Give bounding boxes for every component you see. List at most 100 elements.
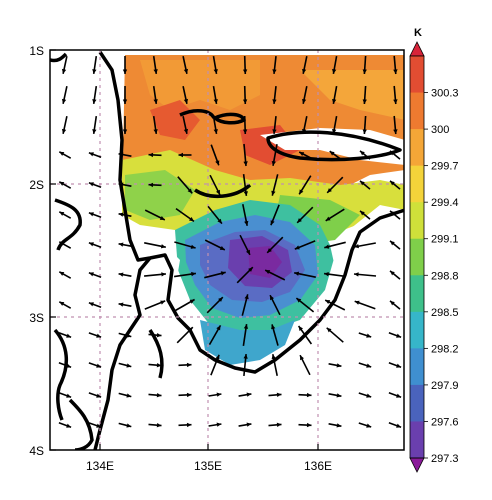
wind-arrow-head xyxy=(360,210,365,216)
wind-arrow-head xyxy=(216,189,220,195)
wind-arrow-head xyxy=(244,220,249,226)
colorbar-segment xyxy=(410,92,424,130)
wind-arrow-head xyxy=(362,129,367,134)
wind-arrow-head xyxy=(294,245,300,250)
wind-arrow-head xyxy=(59,211,65,216)
colorbar-tick-label: 299.1 xyxy=(431,234,459,246)
wind-arrow-head xyxy=(122,99,128,104)
wind-arrow-head xyxy=(215,160,220,166)
wind-arrow-head xyxy=(332,129,337,134)
wind-arrow-head xyxy=(216,325,221,331)
wind-arrow-head xyxy=(213,69,218,74)
colorbar-ticks: 300.3 300 299.7 299.4 299.1 298.8 298.5 298.2 29… xyxy=(424,88,459,465)
wind-arrow-head xyxy=(126,393,132,398)
wind-arrow-head xyxy=(66,393,72,398)
wind-arrow-head xyxy=(96,363,102,368)
wind-arrow-head xyxy=(148,152,154,158)
wind-arrow-head xyxy=(156,363,162,368)
wind-arrow-head xyxy=(186,422,192,428)
colorbar-unit: K xyxy=(414,27,422,39)
wind-arrow-head xyxy=(216,392,222,397)
wind-arrow-head xyxy=(366,393,372,398)
lat-label-2s: 2S xyxy=(29,178,44,192)
wind-arrow-head xyxy=(272,99,277,104)
wind-arrow-head xyxy=(215,354,220,360)
wind-arrow-head xyxy=(118,242,124,247)
wind-arrow-head xyxy=(325,216,331,221)
wind-arrow-head xyxy=(122,69,128,74)
colorbar-segment xyxy=(410,275,424,313)
wind-arrow-head xyxy=(220,271,226,276)
wind-arrow-head xyxy=(354,300,360,305)
lat-label-1s: 1S xyxy=(29,44,44,58)
wind-arrow-head xyxy=(126,333,132,338)
plot-frame xyxy=(49,49,405,451)
colorbar-segment xyxy=(410,311,424,349)
wind-arrow-head xyxy=(396,363,402,368)
wind-arrow-head xyxy=(191,271,196,277)
wind-arrow-head xyxy=(270,295,274,301)
wind-arrow-head xyxy=(272,129,277,134)
wind-arrow-head xyxy=(390,240,395,246)
colorbar-tick-label: 298.2 xyxy=(431,343,459,355)
wind-arrow-head xyxy=(390,210,395,216)
wind-arrow-head xyxy=(272,69,277,74)
wind-arrow-head xyxy=(96,333,102,338)
wind-arrow-head xyxy=(187,188,193,194)
wind-arrow-head xyxy=(298,326,303,331)
wind-arrow-head xyxy=(148,182,154,188)
wind-arrow-head xyxy=(306,392,312,398)
wind-arrow-head xyxy=(324,244,330,249)
lat-label-3s: 3S xyxy=(29,311,44,325)
wind-arrow-head xyxy=(366,333,372,338)
wind-arrow-head xyxy=(219,246,225,250)
wind-arrow-head xyxy=(360,150,365,156)
wind-arrow-head xyxy=(159,216,165,220)
wind-arrow-head xyxy=(189,217,194,222)
colorbar-tick-label: 297.6 xyxy=(431,416,459,428)
colorbar-bottom-tip xyxy=(409,457,425,473)
wind-arrow-head xyxy=(160,300,166,305)
wind-arrow-head xyxy=(92,129,97,134)
wind-arrow-head xyxy=(59,301,65,306)
wind-arrow-head xyxy=(243,354,248,359)
wind-arrow-head xyxy=(362,69,367,74)
colorbar-tick-label: 299.4 xyxy=(431,197,459,209)
wind-arrow-head xyxy=(354,244,359,249)
wind-arrow-head xyxy=(265,270,271,274)
wind-arrow-head xyxy=(153,69,158,74)
wind-arrow-head xyxy=(270,220,275,226)
wind-arrow-head xyxy=(178,152,183,158)
wind-arrow-head xyxy=(59,181,65,186)
wind-arrow-head xyxy=(299,189,304,195)
wind-arrow-head xyxy=(390,300,395,306)
wind-arrow-head xyxy=(88,152,94,157)
colorbar-segment xyxy=(410,129,424,167)
wind-arrow-head xyxy=(96,423,102,428)
wind-arrow-head xyxy=(325,300,331,304)
wind-arrow-head xyxy=(153,129,158,134)
colorbar-tick-label: 297.3 xyxy=(431,453,459,465)
wind-arrow-head xyxy=(213,99,218,104)
colorbar-segment xyxy=(410,165,424,203)
wind-arrow-head xyxy=(271,190,276,196)
wind-arrow-head xyxy=(271,354,276,360)
wind-arrow-head xyxy=(246,422,252,427)
wind-arrow-head xyxy=(296,298,302,303)
wind-arrow-head xyxy=(390,270,395,276)
wind-arrow-head xyxy=(66,363,72,368)
wind-arrow-head xyxy=(118,152,124,157)
wind-arrow-head xyxy=(183,128,189,134)
wind-arrow-head xyxy=(126,363,132,368)
wind-arrow-head xyxy=(271,161,276,166)
wind-arrow-head xyxy=(306,422,312,428)
wind-arrow-head xyxy=(246,392,252,397)
wind-arrow-head xyxy=(217,218,222,224)
wind-arrow-head xyxy=(118,302,124,307)
wind-arrow-head xyxy=(396,333,402,338)
wind-arrow-head xyxy=(366,423,372,428)
graticule xyxy=(50,50,404,450)
colorbar-tick-label: 300.3 xyxy=(431,88,459,100)
wind-arrow-head xyxy=(96,393,102,398)
